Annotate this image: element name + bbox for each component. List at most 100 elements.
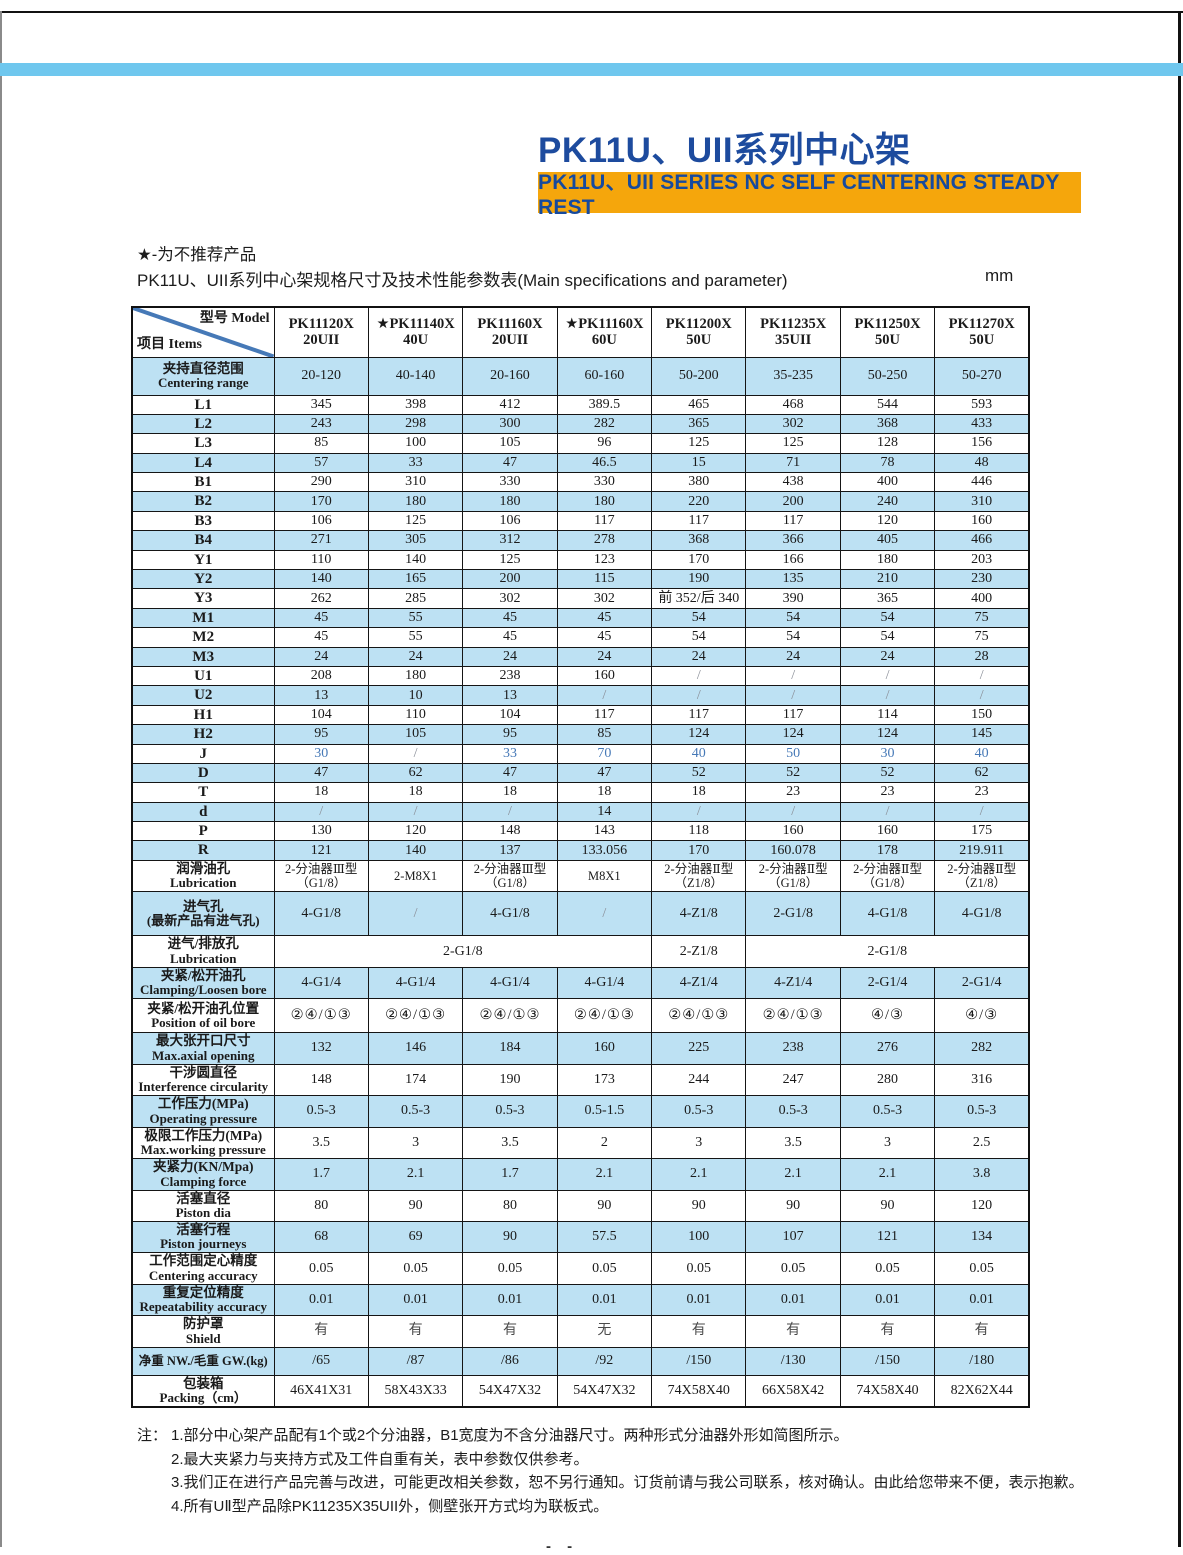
row-label: R <box>131 840 275 861</box>
cell: 125 <box>367 510 464 532</box>
cell: 190 <box>462 1063 558 1097</box>
row-label: Y3 <box>131 588 275 609</box>
cell: 106 <box>462 510 558 532</box>
row-label: 防护罩 Shield <box>131 1315 275 1348</box>
corner-model-label: 型号 Model <box>199 311 270 326</box>
cell: 35-235 <box>745 356 841 396</box>
cell: 368 <box>839 413 936 435</box>
page-border-top <box>0 11 1183 13</box>
cell: 71 <box>745 452 841 474</box>
row-label: d <box>131 801 275 823</box>
table-row: 防护罩 Shield 有有有无有有有有 <box>131 1315 1030 1348</box>
cell: 66X58X42 <box>745 1374 841 1408</box>
page-border-right <box>1178 11 1181 1547</box>
cell: 170 <box>651 840 747 861</box>
model-header: ★PK11160X 60U <box>556 306 653 358</box>
cell: 54 <box>745 607 841 629</box>
cell: 0.01 <box>367 1283 464 1317</box>
model-header: PK11250X 50U <box>839 306 936 358</box>
table-row: 净重 NW./毛重 GW.(kg)/65/87/86/92/150/130/15… <box>131 1346 1030 1376</box>
cell: 0.05 <box>273 1252 369 1285</box>
cell: 243 <box>273 413 369 435</box>
cell: 140 <box>367 549 464 571</box>
cell: 200 <box>745 491 841 512</box>
cell: 前 352/后 340 <box>651 588 747 609</box>
table-row: 进气/排放孔 Lubrication 2-G1/8 2-Z1/8 2-G1/8 <box>131 935 1030 968</box>
cell: 85 <box>556 724 653 745</box>
cell: 184 <box>462 1032 558 1065</box>
row-label: 夹持直径范围 Centering range <box>131 356 275 396</box>
cell: 446 <box>934 472 1030 493</box>
row-label: L2 <box>131 413 275 435</box>
cell: 75 <box>934 607 1030 629</box>
cell: 166 <box>745 549 841 571</box>
note-item: 2.最大夹紧力与夹持方式及工件自重有关，表中参数仅供参考。 <box>171 1450 589 1468</box>
row-label: L3 <box>131 433 275 454</box>
row-label: 最大张开口尺寸 Max.axial opening <box>131 1032 275 1065</box>
cell: 18 <box>651 782 747 803</box>
table-row: 最大张开口尺寸 Max.axial opening 132 146 184 160 225 2… <box>131 1032 1030 1065</box>
table-row: H2 95 105 95 85 124 124 124 145 <box>131 724 1030 745</box>
cell: 4-Z1/8 <box>651 891 747 937</box>
cell: 145 <box>934 724 1030 745</box>
cell: 210 <box>839 569 936 590</box>
cell: 398 <box>367 394 464 415</box>
cell: 282 <box>934 1032 1030 1065</box>
cell: 110 <box>367 704 464 726</box>
cell: 170 <box>273 491 369 512</box>
cell: 174 <box>367 1063 464 1097</box>
cell: 405 <box>839 530 936 551</box>
cell: 137 <box>462 840 558 861</box>
cell: 18 <box>273 782 369 803</box>
cell: 90 <box>839 1189 936 1222</box>
cell: 15 <box>651 452 747 474</box>
cell: 无 <box>556 1315 653 1348</box>
cell: 23 <box>934 782 1030 803</box>
model-header: PK11235X 35UII <box>745 306 841 358</box>
cell: 54 <box>839 627 936 648</box>
cell: 115 <box>556 569 653 590</box>
cell: 30 <box>839 743 936 764</box>
cell: 24 <box>745 646 841 667</box>
cell: 134 <box>934 1220 1030 1254</box>
table-row: Y3 262 285 302 302 前 352/后 340 390 365 400 <box>131 588 1030 609</box>
cell: 90 <box>651 1189 747 1222</box>
row-label: B4 <box>131 530 275 551</box>
cell: 117 <box>745 510 841 532</box>
cell: 220 <box>651 491 747 512</box>
row-label: 净重 NW./毛重 GW.(kg) <box>131 1346 275 1376</box>
cell: 0.01 <box>651 1283 747 1317</box>
table-row: 活塞直径 Piston dia 80 90 80 90 90 90 90 120 <box>131 1189 1030 1222</box>
cell: 330 <box>556 472 653 493</box>
row-label: Y1 <box>131 549 275 571</box>
cell: 0.5-3 <box>934 1095 1030 1128</box>
cell: / <box>745 801 841 823</box>
cell: 18 <box>556 782 653 803</box>
table-row: B4 271 305 312 278 368 366 405 466 <box>131 530 1030 551</box>
note-item: 3.我们正在进行产品完善与改进，可能更改相关参数，恕不另行通知。订货前请与我公司… <box>171 1474 1084 1492</box>
cell: 4-G1/4 <box>556 966 653 1000</box>
cell: 366 <box>745 530 841 551</box>
table-row: D 47 62 47 47 52 52 52 62 <box>131 762 1030 784</box>
table-caption: PK11U、UII系列中心架规格尺寸及技术性能参数表(Main specific… <box>137 271 788 290</box>
spec-table-body: 夹持直径范围 Centering range 20-120 40-140 20-160 6… <box>131 356 1030 1408</box>
cell: 114 <box>839 704 936 726</box>
table-row: M3 24 24 24 24 24 24 24 28 <box>131 646 1030 667</box>
cell: 160 <box>934 510 1030 532</box>
row-label: D <box>131 762 275 784</box>
cell: 240 <box>839 491 936 512</box>
cell: 52 <box>839 762 936 784</box>
cell: 105 <box>367 724 464 745</box>
cell: 302 <box>556 588 653 609</box>
cell: 107 <box>745 1220 841 1254</box>
notes-prefix: 注： <box>137 1427 168 1444</box>
cell: 238 <box>745 1032 841 1065</box>
table-caption-row: PK11U、UII系列中心架规格尺寸及技术性能参数表(Main specific… <box>137 266 1028 291</box>
cell: 120 <box>839 510 936 532</box>
table-row: 夹紧力(KN/Mpa) Clamping force 1.7 2.1 1.7 2.1 2.1… <box>131 1158 1030 1191</box>
row-label: 工作范围定心精度 Centering accuracy <box>131 1252 275 1285</box>
cell: 0.5-3 <box>273 1095 369 1128</box>
cell: 有 <box>273 1315 369 1348</box>
cell: 70 <box>556 743 653 764</box>
